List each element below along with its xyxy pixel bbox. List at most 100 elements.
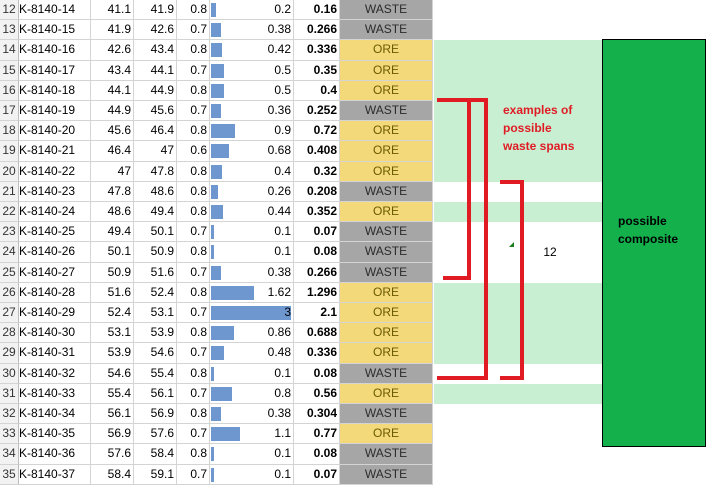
cell-to[interactable]: 49.4 — [134, 202, 177, 223]
cell-value[interactable]: 0.4 — [210, 161, 294, 182]
cell-len[interactable]: 0.8 — [177, 202, 210, 223]
cell-len[interactable]: 0.8 — [177, 282, 210, 303]
cell-len[interactable]: 0.8 — [177, 404, 210, 425]
cell-id[interactable]: K-8140-35 — [19, 424, 91, 445]
cell-product[interactable]: 0.352 — [294, 202, 340, 223]
cell-from[interactable]: 47 — [91, 161, 134, 182]
cell-value[interactable]: 0.1 — [210, 444, 294, 465]
cell-value[interactable]: 0.1 — [210, 242, 294, 263]
cell-status[interactable]: ORE — [340, 141, 433, 162]
cell-id[interactable]: K-8140-37 — [19, 464, 91, 485]
row-header[interactable]: 29 — [0, 343, 19, 364]
cell-len[interactable]: 0.7 — [177, 343, 210, 364]
cell-from[interactable]: 41.1 — [91, 0, 134, 21]
cell-len[interactable]: 0.8 — [177, 40, 210, 61]
cell-value[interactable]: 0.36 — [210, 101, 294, 122]
cell-status[interactable]: ORE — [340, 383, 433, 404]
row-header[interactable]: 25 — [0, 262, 19, 283]
cell-product[interactable]: 0.32 — [294, 161, 340, 182]
cell-id[interactable]: K-8140-33 — [19, 383, 91, 404]
cell-value[interactable]: 0.1 — [210, 363, 294, 384]
cell-status[interactable]: ORE — [340, 424, 433, 445]
cell-len[interactable]: 0.7 — [177, 262, 210, 283]
cell-id[interactable]: K-8140-14 — [19, 0, 91, 21]
cell-value[interactable]: 0.48 — [210, 343, 294, 364]
cell-to[interactable]: 44.9 — [134, 80, 177, 101]
cell-len[interactable]: 0.7 — [177, 101, 210, 122]
cell-from[interactable]: 56.9 — [91, 424, 134, 445]
cell-from[interactable]: 44.9 — [91, 101, 134, 122]
row-header[interactable]: 12 — [0, 0, 19, 21]
cell-len[interactable]: 0.8 — [177, 444, 210, 465]
cell-id[interactable]: K-8140-16 — [19, 40, 91, 61]
row-header[interactable]: 26 — [0, 282, 19, 303]
cell-value[interactable]: 0.1 — [210, 222, 294, 243]
cell-status[interactable]: WASTE — [340, 262, 433, 283]
cell-product[interactable]: 0.07 — [294, 464, 340, 485]
cell-status[interactable]: WASTE — [340, 404, 433, 425]
cell-from[interactable]: 55.4 — [91, 383, 134, 404]
cell-value[interactable]: 3 — [210, 303, 294, 324]
cell-value[interactable]: 0.26 — [210, 181, 294, 202]
cell-from[interactable]: 53.1 — [91, 323, 134, 344]
cell-value[interactable]: 0.38 — [210, 20, 294, 41]
cell-product[interactable]: 0.266 — [294, 262, 340, 283]
row-header[interactable]: 24 — [0, 242, 19, 263]
cell-value[interactable]: 0.38 — [210, 262, 294, 283]
cell-from[interactable]: 57.6 — [91, 444, 134, 465]
cell-value[interactable]: 0.5 — [210, 80, 294, 101]
comment-marker-icon[interactable] — [509, 242, 514, 247]
cell-product[interactable]: 0.08 — [294, 363, 340, 384]
cell-product[interactable]: 0.77 — [294, 424, 340, 445]
cell-value[interactable]: 0.44 — [210, 202, 294, 223]
row-header[interactable]: 20 — [0, 161, 19, 182]
cell-len[interactable]: 0.8 — [177, 363, 210, 384]
cell-status[interactable]: WASTE — [340, 464, 433, 485]
cell-status[interactable]: ORE — [340, 202, 433, 223]
cell-to[interactable]: 47 — [134, 141, 177, 162]
cell-from[interactable]: 45.6 — [91, 121, 134, 142]
cell-to[interactable]: 44.1 — [134, 60, 177, 81]
cell-id[interactable]: K-8140-17 — [19, 60, 91, 81]
cell-status[interactable]: ORE — [340, 323, 433, 344]
cell-value[interactable]: 1.1 — [210, 424, 294, 445]
row-header[interactable]: 14 — [0, 40, 19, 61]
cell-id[interactable]: K-8140-28 — [19, 282, 91, 303]
cell-from[interactable]: 58.4 — [91, 464, 134, 485]
cell-product[interactable]: 0.08 — [294, 444, 340, 465]
cell-id[interactable]: K-8140-26 — [19, 242, 91, 263]
cell-value[interactable]: 0.86 — [210, 323, 294, 344]
row-header[interactable]: 21 — [0, 181, 19, 202]
row-header[interactable]: 31 — [0, 383, 19, 404]
cell-id[interactable]: K-8140-20 — [19, 121, 91, 142]
cell-value[interactable]: 0.42 — [210, 40, 294, 61]
cell-to[interactable]: 54.6 — [134, 343, 177, 364]
row-header[interactable]: 23 — [0, 222, 19, 243]
cell-status[interactable]: ORE — [340, 282, 433, 303]
cell-status[interactable]: ORE — [340, 60, 433, 81]
cell-product[interactable]: 0.07 — [294, 222, 340, 243]
cell-status[interactable]: WASTE — [340, 20, 433, 41]
cell-from[interactable]: 49.4 — [91, 222, 134, 243]
cell-len[interactable]: 0.8 — [177, 181, 210, 202]
row-header[interactable]: 35 — [0, 464, 19, 485]
cell-value[interactable]: 0.2 — [210, 0, 294, 21]
cell-status[interactable]: WASTE — [340, 181, 433, 202]
cell-product[interactable]: 0.304 — [294, 404, 340, 425]
row-header[interactable]: 16 — [0, 80, 19, 101]
cell-value[interactable]: 1.62 — [210, 282, 294, 303]
cell-to[interactable]: 42.6 — [134, 20, 177, 41]
cell-to[interactable]: 48.6 — [134, 181, 177, 202]
cell-from[interactable]: 43.4 — [91, 60, 134, 81]
cell-len[interactable]: 0.7 — [177, 222, 210, 243]
cell-product[interactable]: 0.252 — [294, 101, 340, 122]
cell-value[interactable]: 0.8 — [210, 383, 294, 404]
row-header[interactable]: 15 — [0, 60, 19, 81]
cell-from[interactable]: 41.9 — [91, 20, 134, 41]
cell-id[interactable]: K-8140-25 — [19, 222, 91, 243]
cell-len[interactable]: 0.8 — [177, 80, 210, 101]
cell-len[interactable]: 0.7 — [177, 424, 210, 445]
cell-id[interactable]: K-8140-31 — [19, 343, 91, 364]
cell-value[interactable]: 0.38 — [210, 404, 294, 425]
cell-to[interactable]: 56.1 — [134, 383, 177, 404]
